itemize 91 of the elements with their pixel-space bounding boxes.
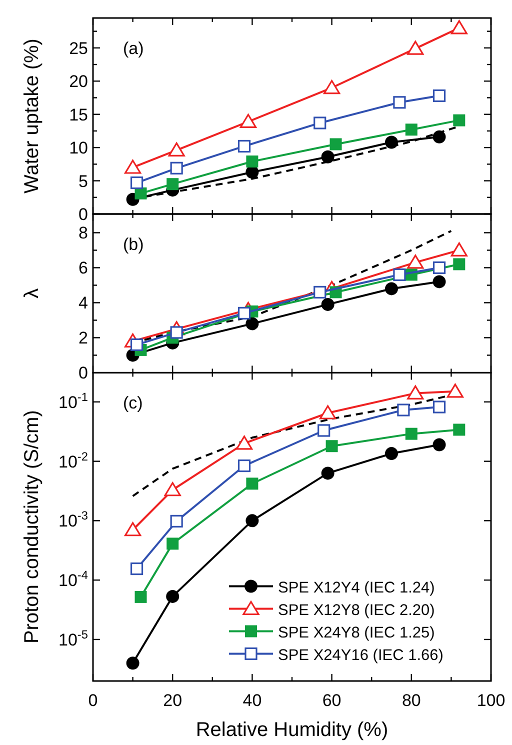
point xyxy=(321,150,334,164)
point xyxy=(236,436,253,450)
legend-label: SPE X24Y16 (IEC 1.66) xyxy=(278,646,444,664)
point xyxy=(126,656,140,670)
y-axis-title: Water uptake (%) xyxy=(21,38,43,194)
point xyxy=(397,404,410,416)
legend-label: SPE X12Y8 (IEC 2.20) xyxy=(278,602,435,619)
y-tick-label: 8 xyxy=(78,224,88,243)
point xyxy=(166,538,179,550)
y-axis-title: Proton conductivity (S/cm) xyxy=(21,410,43,644)
point xyxy=(432,130,446,144)
y-tick-label: 5 xyxy=(78,172,88,191)
point xyxy=(238,459,251,472)
point xyxy=(166,178,179,190)
point xyxy=(246,478,258,490)
x-tick-label: 80 xyxy=(402,691,421,710)
y-tick-label: 2 xyxy=(78,328,88,348)
point xyxy=(450,242,468,257)
y-tick-label: 20 xyxy=(69,72,88,92)
point xyxy=(130,562,144,576)
text: (c) xyxy=(123,394,143,413)
point xyxy=(164,482,181,496)
y-tick-label: 10$^{-4}$ xyxy=(58,568,88,590)
y-tick-label: 10$^{-3}$ xyxy=(58,508,88,531)
y-tick-label: 10$^{-1}$ xyxy=(58,390,88,412)
point xyxy=(450,20,468,34)
point xyxy=(407,254,424,269)
point xyxy=(134,590,147,603)
point xyxy=(405,428,418,440)
point xyxy=(385,282,398,296)
point xyxy=(407,40,424,55)
point xyxy=(124,522,142,536)
y-tick-label: 10$^{-2}$ xyxy=(58,449,88,472)
point xyxy=(166,590,180,603)
point xyxy=(170,326,183,339)
y-tick-label: 4 xyxy=(78,294,88,313)
y-tick-label: 25 xyxy=(69,38,88,58)
point xyxy=(314,116,326,130)
point xyxy=(246,514,259,528)
point xyxy=(393,96,406,109)
point xyxy=(432,438,446,452)
point xyxy=(432,275,446,288)
point xyxy=(432,89,446,102)
legend-label: SPE X12Y4 (IEC 1.24) xyxy=(278,579,435,596)
point xyxy=(238,140,251,153)
y-axis-title: λ xyxy=(21,288,43,298)
point xyxy=(432,400,446,414)
y-tick-label: 10$^{-5}$ xyxy=(58,627,88,650)
point xyxy=(405,124,418,136)
point xyxy=(318,424,330,437)
point xyxy=(393,268,406,282)
x-axis-title: Relative Humidity (%) xyxy=(196,719,388,741)
x-tick-label: 40 xyxy=(242,691,262,710)
point xyxy=(130,338,144,352)
point xyxy=(453,424,466,436)
point xyxy=(321,466,334,480)
point xyxy=(407,385,424,400)
point xyxy=(246,166,259,179)
point xyxy=(238,306,251,320)
y-tick-label: 0 xyxy=(78,205,88,224)
point xyxy=(170,162,183,174)
point xyxy=(324,80,340,94)
point xyxy=(170,514,183,528)
point xyxy=(446,384,464,398)
point xyxy=(320,405,336,420)
x-tick-label: 20 xyxy=(163,691,182,710)
point xyxy=(321,298,334,311)
point xyxy=(124,160,142,174)
y-tick-label: 0 xyxy=(78,364,88,383)
y-tick-label: 10 xyxy=(69,138,88,158)
point xyxy=(134,187,147,200)
point xyxy=(385,447,398,460)
point xyxy=(326,440,338,452)
point xyxy=(246,317,259,330)
text: (b) xyxy=(123,235,144,254)
point xyxy=(168,142,185,157)
point xyxy=(246,156,258,168)
point xyxy=(453,258,466,270)
y-tick-label: 15 xyxy=(69,105,88,124)
point xyxy=(432,261,446,274)
point xyxy=(385,136,398,149)
point xyxy=(330,138,342,150)
point xyxy=(130,176,144,190)
text: (a) xyxy=(123,39,144,58)
x-tick-label: 60 xyxy=(322,691,342,710)
point xyxy=(453,114,466,126)
y-tick-label: 6 xyxy=(78,258,88,278)
x-tick-label: 100 xyxy=(476,691,506,710)
legend-label: SPE X24Y8 (IEC 1.25) xyxy=(278,624,435,642)
point xyxy=(240,114,257,128)
point xyxy=(314,286,326,299)
